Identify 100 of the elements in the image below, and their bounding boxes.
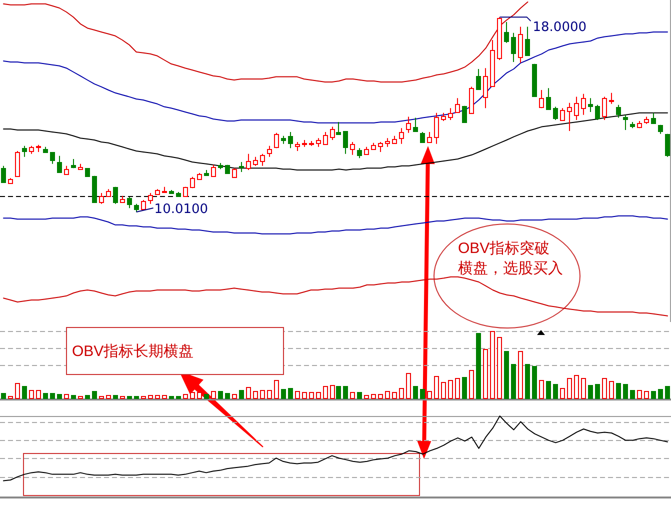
bar <box>560 388 565 399</box>
candlestick <box>204 170 209 176</box>
bar <box>190 392 195 399</box>
candlestick <box>106 188 111 198</box>
candlestick <box>595 104 600 120</box>
candlestick <box>518 26 523 64</box>
bar <box>22 386 27 399</box>
bar <box>357 392 362 399</box>
candlestick <box>141 200 146 210</box>
bar <box>134 396 139 399</box>
bar <box>218 391 223 399</box>
candlestick <box>239 162 244 172</box>
candlestick <box>267 145 272 158</box>
candlestick <box>197 172 202 180</box>
bar <box>483 349 488 399</box>
bar <box>330 385 335 399</box>
candlestick <box>162 186 167 194</box>
bar <box>455 378 460 399</box>
bar <box>57 394 62 399</box>
bar <box>350 392 355 399</box>
bar <box>616 383 621 399</box>
candlestick <box>36 144 41 152</box>
bar <box>532 366 537 399</box>
bar <box>78 396 83 399</box>
bar <box>15 383 20 399</box>
candlestick <box>260 153 265 166</box>
candlestick <box>567 102 572 132</box>
bar <box>567 378 572 399</box>
bar <box>630 390 635 399</box>
bar <box>316 392 321 399</box>
bar <box>43 393 48 399</box>
bar <box>204 394 209 399</box>
candlestick <box>218 162 223 170</box>
bar <box>602 378 607 399</box>
candlestick <box>406 116 411 134</box>
candlestick <box>385 138 390 148</box>
bar <box>441 382 446 399</box>
bar <box>253 391 258 399</box>
candlestick <box>665 133 670 158</box>
bar <box>448 380 453 399</box>
candlestick <box>113 186 118 204</box>
bar <box>588 385 593 399</box>
bar <box>295 391 300 399</box>
candlestick <box>371 142 376 150</box>
bar <box>665 386 670 399</box>
bar <box>64 394 69 399</box>
candlestick <box>462 105 467 124</box>
candlestick <box>469 86 474 114</box>
bar <box>183 394 188 399</box>
candlestick <box>281 135 286 144</box>
candlestick <box>630 122 635 129</box>
annotation: 18.0000 <box>532 20 587 36</box>
bar <box>197 392 202 399</box>
bar <box>239 390 244 399</box>
bar <box>246 387 251 399</box>
candlestick <box>497 16 502 60</box>
candlestick <box>364 146 369 156</box>
candlestick <box>560 108 565 122</box>
bar <box>92 391 97 399</box>
bar <box>288 388 293 399</box>
bar <box>162 395 167 399</box>
bar <box>434 376 439 399</box>
candlestick <box>78 163 83 170</box>
candlestick <box>99 192 104 204</box>
candlestick <box>309 140 314 146</box>
bar <box>141 396 146 399</box>
bar <box>553 384 558 399</box>
bar <box>176 396 181 399</box>
bar <box>420 389 425 399</box>
candlestick <box>246 153 251 170</box>
candlestick <box>427 132 432 144</box>
candlestick <box>637 120 642 129</box>
candlestick <box>392 135 397 144</box>
candlestick <box>316 138 321 148</box>
candlestick <box>211 164 216 178</box>
bar <box>413 386 418 399</box>
candlestick <box>330 126 335 140</box>
candlestick <box>511 32 516 62</box>
candlestick <box>15 150 20 178</box>
candlestick <box>490 40 495 88</box>
candlestick <box>148 192 153 204</box>
candlestick <box>336 122 341 135</box>
candlestick <box>357 148 362 159</box>
candlestick <box>350 142 355 156</box>
bar <box>399 388 404 399</box>
candlestick <box>420 132 425 144</box>
bar <box>211 391 216 399</box>
candlestick <box>616 104 621 118</box>
candlestick <box>120 195 125 203</box>
bar <box>8 396 13 399</box>
bar <box>302 392 307 399</box>
bar <box>490 331 495 399</box>
bar <box>462 377 467 399</box>
bar <box>127 396 132 399</box>
candlestick <box>323 132 328 146</box>
candlestick <box>134 203 139 212</box>
bar <box>518 351 523 399</box>
bar <box>511 364 516 399</box>
candlestick <box>8 178 13 184</box>
bar <box>644 391 649 399</box>
